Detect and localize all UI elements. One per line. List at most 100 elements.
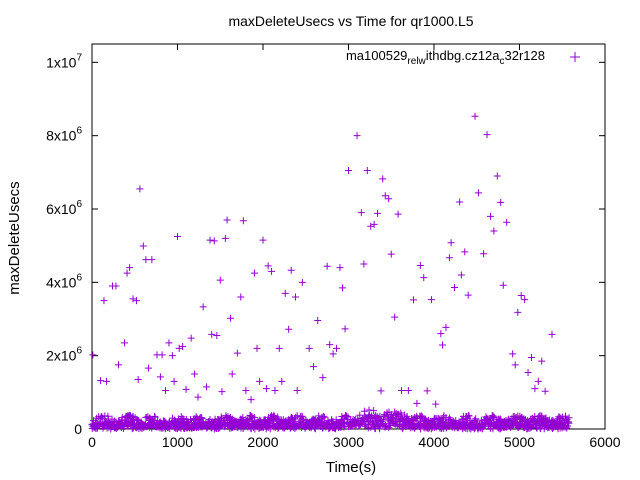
data-point [451, 283, 459, 291]
data-point [499, 281, 507, 289]
data-point [237, 293, 245, 301]
chart-title: maxDeleteUsecs vs Time for qr1000.L5 [228, 13, 473, 29]
data-point [365, 406, 373, 414]
data-point [115, 361, 123, 369]
data-point [465, 412, 473, 420]
data-point [341, 325, 349, 333]
data-point [198, 414, 206, 422]
data-point [486, 212, 494, 220]
data-point [363, 167, 371, 174]
data-point [357, 209, 365, 217]
data-point [126, 264, 134, 272]
data-point [509, 350, 517, 358]
data-point [387, 250, 395, 258]
x-tick-label: 0 [88, 434, 96, 450]
data-point [170, 377, 178, 385]
y-tick-label: 6x106 [46, 199, 82, 217]
legend-label-part: w [418, 56, 427, 67]
data-point [326, 341, 334, 349]
data-point [521, 296, 529, 304]
y-tick-label: 1x107 [46, 52, 82, 70]
data-point [342, 412, 350, 420]
data-point [497, 198, 505, 206]
data-point [148, 256, 156, 264]
data-point [548, 330, 556, 338]
data-point [324, 417, 332, 425]
data-point [452, 417, 460, 425]
data-point [309, 363, 317, 371]
data-point [319, 374, 327, 382]
data-point [179, 343, 187, 350]
data-point [398, 387, 406, 394]
data-point [538, 357, 546, 365]
data-point [394, 210, 402, 218]
data-point [517, 292, 525, 300]
data-point [139, 242, 147, 250]
data-point [354, 415, 362, 423]
data-point [187, 334, 195, 342]
data-point [206, 236, 214, 244]
data-point [561, 412, 569, 420]
data-point [199, 303, 207, 311]
data-point [233, 349, 241, 357]
data-point [174, 233, 181, 240]
data-point [360, 260, 368, 268]
y-tick-label-base: 1x10 [46, 54, 77, 70]
data-point [253, 344, 261, 352]
data-point [520, 415, 528, 423]
data-point [264, 262, 272, 270]
legend-marker [570, 52, 580, 62]
data-point [320, 413, 328, 421]
data-point [329, 350, 337, 358]
data-point [381, 192, 389, 200]
data-point [565, 414, 573, 422]
data-point [493, 172, 501, 180]
data-point [132, 297, 140, 305]
data-point [427, 425, 435, 433]
x-tick-label: 4000 [418, 434, 449, 450]
data-point [292, 413, 300, 421]
data-point [367, 222, 375, 230]
data-point [541, 387, 549, 395]
data-point [314, 316, 322, 324]
data-point [413, 399, 421, 407]
data-point [256, 377, 264, 385]
data-point [151, 413, 159, 421]
data-point [336, 264, 344, 272]
data-point [486, 418, 494, 426]
data-point [531, 385, 539, 393]
data-point [474, 189, 482, 197]
y-axis-label: maxDeleteUsecs [6, 181, 23, 294]
data-point [293, 412, 301, 420]
data-point [483, 131, 491, 139]
data-point [247, 396, 255, 404]
data-point [420, 274, 428, 282]
data-point [268, 267, 276, 275]
data-point [123, 269, 131, 277]
data-point [534, 377, 542, 385]
data-point [403, 412, 411, 420]
data-point [97, 377, 105, 385]
data-point [203, 383, 211, 391]
data-point [376, 425, 384, 433]
y-tick-label: 8x106 [46, 126, 82, 144]
data-point [228, 370, 236, 378]
x-tick-label: 2000 [247, 434, 278, 450]
x-tick-label: 3000 [333, 434, 364, 450]
data-point [432, 400, 440, 408]
data-point [133, 415, 141, 423]
data-point [376, 412, 384, 420]
data-point [319, 412, 327, 420]
data-point [239, 217, 247, 225]
data-point [213, 332, 221, 339]
y-tick-label-base: 6x10 [46, 201, 77, 217]
data-point [100, 297, 108, 305]
data-point [360, 407, 368, 415]
data-point [136, 185, 144, 193]
data-point [197, 414, 205, 422]
data-point [369, 419, 377, 427]
data-point [165, 339, 173, 347]
data-point [558, 413, 566, 421]
